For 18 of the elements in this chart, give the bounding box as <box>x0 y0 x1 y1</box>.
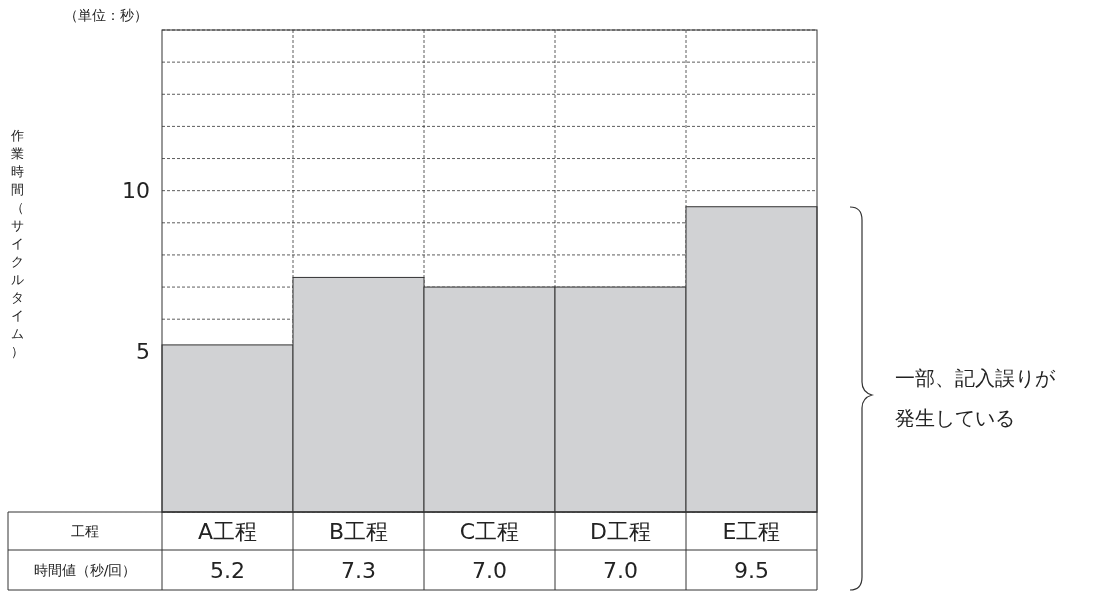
data-label: 7.3 <box>341 557 376 583</box>
text: （単位：秒） <box>64 7 148 23</box>
data-label: 5.2 <box>210 557 245 583</box>
data-label: 7.0 <box>603 557 638 583</box>
text: 発生している <box>895 406 1015 430</box>
data-label: 7.0 <box>472 557 507 583</box>
text: 工程 <box>71 522 99 539</box>
y-tick-label: 10 <box>122 178 150 204</box>
text: 時間値（秒/回） <box>33 561 137 578</box>
x-tick-label: E工程 <box>722 518 781 544</box>
text: 一部、記入誤りが <box>895 366 1056 390</box>
x-tick-label: B工程 <box>328 518 389 544</box>
x-tick-label: A工程 <box>197 518 258 544</box>
data-label: 9.5 <box>734 557 769 583</box>
x-tick-label: D工程 <box>590 518 651 544</box>
y-tick-label: 5 <box>136 339 150 365</box>
text: 作業時間（サイクルタイム） <box>10 128 24 359</box>
x-tick-label: C工程 <box>459 518 520 544</box>
